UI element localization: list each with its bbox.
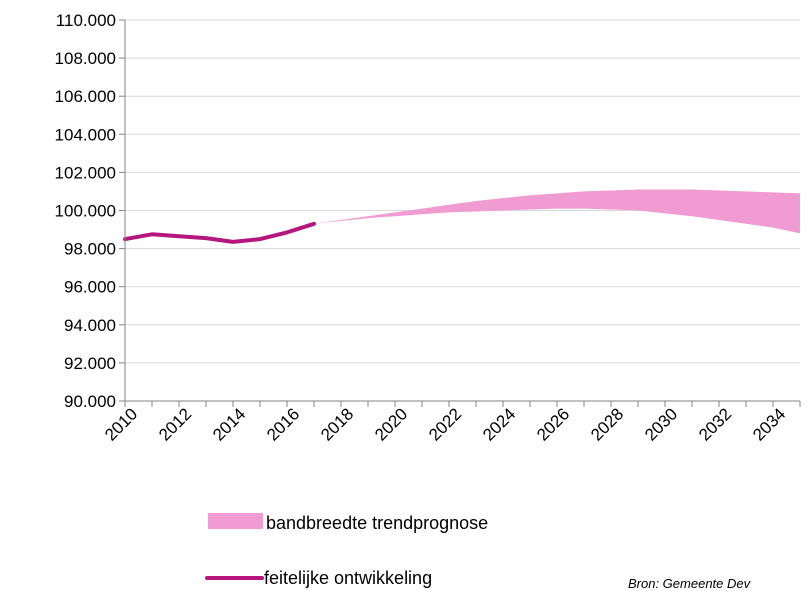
y-tick-label: 92.000 xyxy=(64,354,116,373)
x-tick-label: 2022 xyxy=(425,404,465,444)
x-tick-label: 2026 xyxy=(533,404,573,444)
y-tick-label: 102.000 xyxy=(55,163,116,182)
x-tick-label: 2020 xyxy=(371,404,411,444)
y-tick-label: 106.000 xyxy=(55,87,116,106)
x-tick-labels: 2010 2012 2014 2016 2018 2020 2022 2024 2026 2028… xyxy=(101,401,801,445)
x-tick-label: 2028 xyxy=(587,404,627,444)
forecast-band xyxy=(314,189,800,234)
y-tick-label: 100.000 xyxy=(55,202,116,221)
x-tick-label: 2018 xyxy=(317,404,357,444)
y-tick-label: 90.000 xyxy=(64,392,116,411)
legend-line-label: feitelijke ontwikkeling xyxy=(264,568,432,588)
x-tick-label: 2012 xyxy=(155,404,195,444)
x-tick-label: 2034 xyxy=(749,404,789,444)
y-tick-labels: 90.000 92.000 94.000 96.000 98.000 100.000 102… xyxy=(55,11,125,411)
y-tick-label: 108.000 xyxy=(55,49,116,68)
forecast-band-layer xyxy=(314,189,800,234)
x-tick-label: 2030 xyxy=(641,404,681,444)
legend-band-label: bandbreedte trendprognose xyxy=(266,513,488,533)
actual-line-layer xyxy=(123,221,316,244)
x-tick-label: 2016 xyxy=(263,404,303,444)
legend-band-swatch xyxy=(208,513,263,529)
legend: bandbreedte trendprognose feitelijke ont… xyxy=(205,513,488,588)
x-tick-label: 2024 xyxy=(479,404,519,444)
x-tick-label: 2032 xyxy=(695,404,735,444)
y-tick-label: 98.000 xyxy=(64,240,116,259)
y-tick-label: 94.000 xyxy=(64,316,116,335)
source-note: Bron: Gemeente Dev xyxy=(628,576,752,591)
y-tick-label: 110.000 xyxy=(56,11,116,30)
actual-line xyxy=(123,221,316,244)
x-tick-label: 2014 xyxy=(209,404,249,444)
y-tick-label: 104.000 xyxy=(55,125,116,144)
y-tick-label: 96.000 xyxy=(64,278,116,297)
